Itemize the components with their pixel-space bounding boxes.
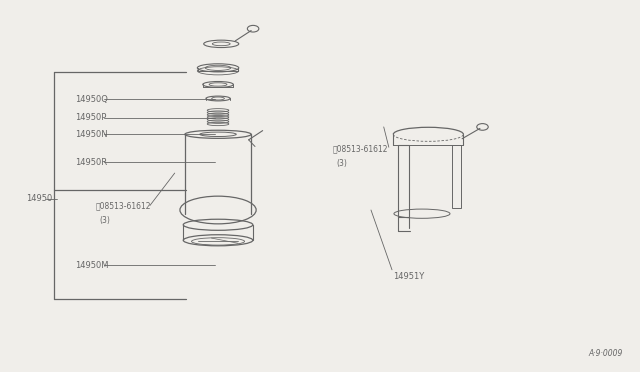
Text: 14950: 14950 (26, 195, 52, 203)
Text: (3): (3) (337, 158, 348, 168)
Text: Ⓢ08513-61612: Ⓢ08513-61612 (96, 202, 151, 211)
Bar (452, 145, 461, 208)
Text: 14951Y: 14951Y (394, 272, 424, 281)
Text: 14950N: 14950N (75, 130, 108, 139)
Text: (3): (3) (100, 216, 110, 225)
Text: 14950R: 14950R (75, 157, 107, 167)
Text: 14950Q: 14950Q (75, 95, 108, 104)
Text: A·9·0009: A·9·0009 (588, 349, 623, 358)
Text: Ⓢ08513-61612: Ⓢ08513-61612 (333, 145, 388, 154)
Text: 14950P: 14950P (75, 113, 106, 122)
Text: 14950M: 14950M (75, 261, 108, 270)
Bar (398, 145, 409, 217)
